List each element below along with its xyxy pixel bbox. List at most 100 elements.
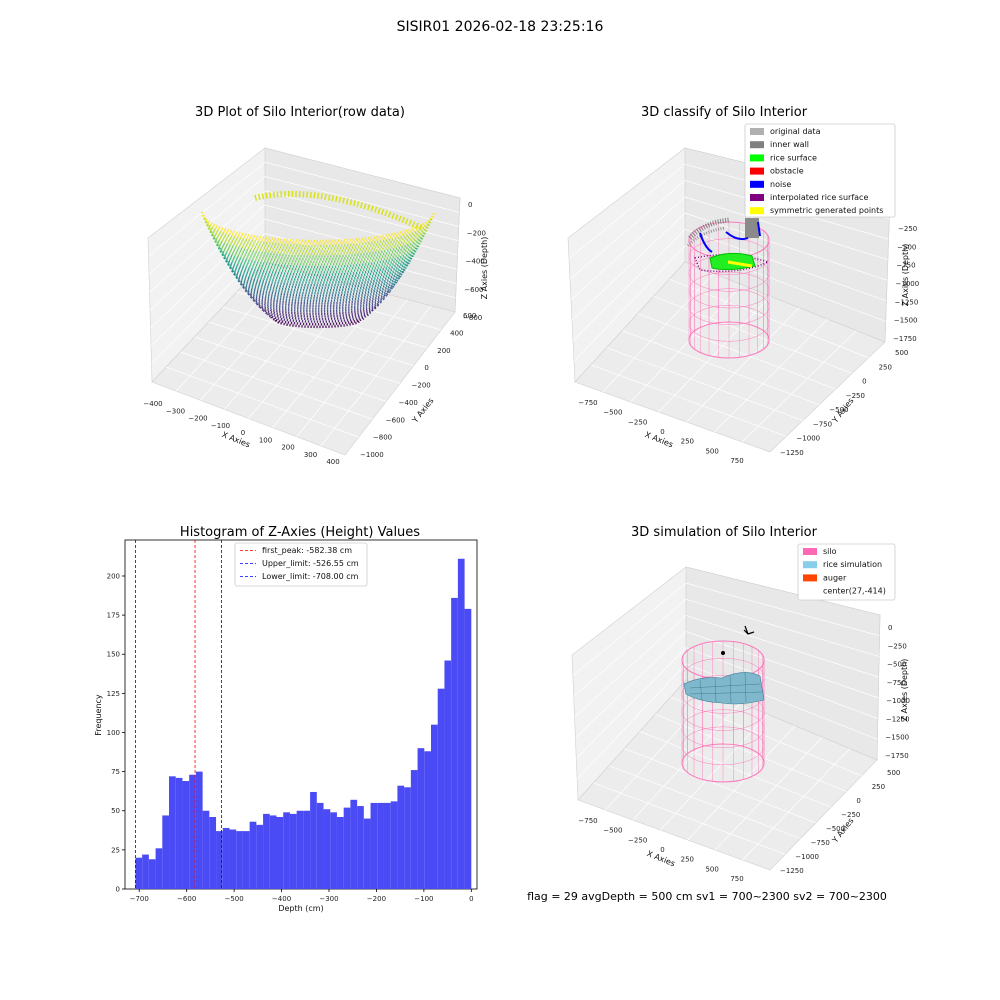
- raw-point-rim: [254, 190, 424, 231]
- histogram-bar: [229, 829, 237, 889]
- gridline: [148, 161, 266, 257]
- noise-points: [699, 221, 761, 253]
- histogram-bar: [296, 810, 304, 889]
- histogram-bar: [390, 801, 398, 889]
- tick-label: −500: [826, 825, 845, 833]
- gridline: [575, 631, 687, 739]
- tick-label: 250: [681, 856, 694, 864]
- raw-3d-zticks: 0 −200 −400 −600 −800: [463, 201, 486, 322]
- raw-point-ring: [238, 280, 398, 297]
- gridline: [222, 306, 414, 366]
- histogram-bar: [249, 821, 257, 889]
- tick-label: 0: [424, 364, 428, 372]
- histogram-bar: [242, 831, 250, 889]
- tick-label: 750: [730, 875, 743, 883]
- tick-label: 250: [879, 363, 892, 371]
- y-tick-label: 175: [107, 612, 120, 620]
- histogram-bar: [169, 776, 176, 889]
- gridline: [624, 748, 816, 824]
- tick-label: 500: [887, 769, 900, 777]
- tick-label: 500: [895, 349, 908, 357]
- histogram-bar: [135, 857, 143, 889]
- tick-label: −1250: [886, 715, 910, 723]
- x-tick-label: −400: [272, 895, 291, 903]
- simulation-3d-xticks: −750 −500 −250 0 250 500 750: [578, 817, 743, 883]
- tick-label: −1500: [894, 317, 918, 325]
- histogram-bar: [451, 597, 458, 889]
- tick-label: −250: [841, 811, 860, 819]
- histogram-yticks: 0 25 50 75 100 125 150 175 200: [107, 572, 125, 894]
- legend-swatch: [803, 548, 817, 555]
- simulation-3d-zticks: 0 −250 −500 −750 −1000 −1250 −1500 −1750: [885, 624, 910, 760]
- panel-raw-3d: 3D Plot of Silo Interior(row data) −400−…: [143, 105, 489, 466]
- legend-label: symmetric generated points: [770, 206, 883, 215]
- symmetric-generated-points: [727, 260, 753, 268]
- histogram-bar: [404, 787, 411, 889]
- raw-point-ring: [256, 303, 380, 316]
- legend-swatch: [750, 167, 764, 175]
- tick-label: −300: [166, 407, 185, 415]
- legend-label: inner wall: [770, 140, 809, 149]
- raw-point-ring: [216, 244, 420, 269]
- raw-3d-points: [200, 190, 436, 329]
- tick-label: −1000: [796, 435, 820, 443]
- legend-label: obstacle: [770, 167, 804, 176]
- classify-3d-points: [686, 217, 770, 273]
- tick-label: 600: [463, 312, 476, 320]
- tick-label: −750: [578, 817, 597, 825]
- classify-3d-silo-wireframe: [688, 221, 770, 359]
- figure-title: SISIR01 2026-02-18 23:25:16: [397, 19, 604, 35]
- histogram-bar: [410, 770, 418, 889]
- auger-marker: [743, 625, 755, 635]
- histogram-title: Histogram of Z-Axies (Height) Values: [180, 525, 420, 540]
- tick-label: −750: [896, 262, 915, 270]
- raw-point-ring: [247, 293, 389, 308]
- gridline: [685, 582, 880, 637]
- raw-point-ring: [225, 260, 411, 282]
- legend-label: first_peak: -582.38 cm: [262, 546, 352, 555]
- histogram-bar: [189, 774, 196, 889]
- gridline: [573, 245, 686, 362]
- raw-3d-floor-pane: [151, 261, 456, 456]
- gridline: [264, 176, 459, 227]
- gridline: [264, 161, 460, 213]
- raw-point-ring: [205, 221, 431, 251]
- raw-point-ring: [250, 296, 386, 310]
- gridline: [208, 321, 401, 384]
- tick-label: −750: [578, 399, 597, 407]
- gridline: [320, 305, 432, 447]
- histogram-bar: [363, 818, 371, 889]
- raw-point-ring: [231, 270, 405, 290]
- gridline: [573, 599, 687, 697]
- gridline: [660, 714, 769, 831]
- histogram-bar: [323, 809, 331, 889]
- rice-simulation-mesh-lines: [689, 671, 763, 704]
- histogram-bar: [437, 688, 445, 889]
- histogram-xticks: −700 −600 −500 −400 −300 −200 −100 0: [130, 889, 474, 903]
- panel-histogram: Histogram of Z-Axies (Height) Values −70…: [94, 525, 478, 913]
- tick-label: −1750: [893, 335, 917, 343]
- gridline: [576, 647, 687, 759]
- raw-point-ring: [227, 264, 409, 284]
- gridline: [630, 284, 743, 403]
- tick-label: 0: [862, 378, 866, 386]
- histogram-bar: [397, 785, 405, 889]
- classify-3d-zticks: −250 −500 −750 −1000 −1250 −1500 −1750: [893, 225, 919, 343]
- gridline: [296, 299, 408, 437]
- tick-label: 0: [660, 846, 664, 854]
- raw-point-ring: [200, 211, 436, 243]
- histogram-bar: [350, 799, 358, 889]
- raw-point-ring: [229, 267, 407, 287]
- y-tick-label: 0: [116, 886, 120, 894]
- simulation-3d-gridlines: [572, 582, 880, 861]
- histogram-bar: [444, 660, 452, 889]
- y-tick-label: 125: [107, 690, 120, 698]
- x-tick-label: −100: [414, 895, 433, 903]
- raw-point-ring: [208, 228, 428, 256]
- raw-point-ring: [253, 300, 383, 313]
- tick-label: −200: [467, 229, 486, 237]
- legend-label: original data: [770, 127, 821, 136]
- gridline: [574, 615, 687, 718]
- tick-label: 0: [660, 428, 664, 436]
- raw-point-ring: [211, 234, 425, 261]
